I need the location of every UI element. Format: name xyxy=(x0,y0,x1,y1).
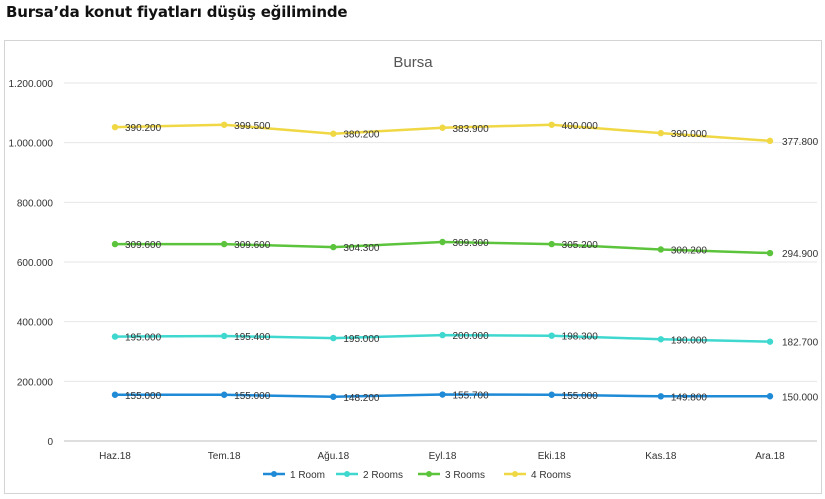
x-tick-label: Ağu.18 xyxy=(317,451,349,462)
legend-label: 1 Room xyxy=(290,470,325,481)
data-point xyxy=(657,129,665,137)
data-point xyxy=(330,243,337,251)
x-tick-label: Eyl.18 xyxy=(429,451,457,462)
data-point xyxy=(439,391,446,398)
data-point xyxy=(548,121,555,128)
data-label: 148.200 xyxy=(343,393,380,404)
data-label: 400.000 xyxy=(562,121,599,132)
data-label: 390.000 xyxy=(671,129,708,140)
x-axis: Haz.18 Tem.18 Ağu.18 Eyl.18 Eki.18 Kas.18 Ara.… xyxy=(99,451,785,462)
data-label: 155.700 xyxy=(453,391,490,402)
legend-marker xyxy=(271,471,277,477)
headline: Bursa’da konut fiyatları düşüş eğilimind… xyxy=(6,3,348,21)
data-label: 377.800 xyxy=(782,137,819,148)
data-point xyxy=(766,338,774,345)
data-point xyxy=(548,240,555,248)
y-tick-label: 1.000.000 xyxy=(9,139,54,150)
legend-label: 2 Rooms xyxy=(363,470,403,481)
y-axis: 0 200.000 400.000 600.000 800.000 1.000.000 1.… xyxy=(9,79,54,448)
data-label: 155.000 xyxy=(234,391,271,402)
data-point xyxy=(439,331,446,339)
chart-title: Bursa xyxy=(393,54,433,71)
data-point xyxy=(220,240,228,248)
data-label: 155.000 xyxy=(562,391,599,402)
data-point xyxy=(766,137,774,145)
data-label: 294.900 xyxy=(782,249,819,260)
legend-label: 4 Rooms xyxy=(531,470,571,481)
data-point xyxy=(657,336,665,343)
line-chart: Bursa 0 200.000 400.000 600.000 800.000 1.000… xyxy=(9,54,819,481)
data-label: 305.200 xyxy=(562,240,599,251)
data-label: 182.700 xyxy=(782,338,819,349)
x-tick-label: Haz.18 xyxy=(99,451,131,462)
data-point xyxy=(220,391,228,398)
y-tick-label: 800.000 xyxy=(17,198,54,209)
y-tick-label: 200.000 xyxy=(17,377,54,388)
data-point xyxy=(766,249,774,257)
data-label: 195.000 xyxy=(343,334,380,345)
data-label: 149.800 xyxy=(671,392,708,403)
data-label: 150.000 xyxy=(782,392,819,403)
y-tick-label: 0 xyxy=(47,437,53,448)
grid-lines xyxy=(64,82,817,442)
data-point xyxy=(439,124,446,131)
x-tick-label: Kas.18 xyxy=(645,451,677,462)
data-label: 390.200 xyxy=(125,123,162,134)
legend-marker xyxy=(426,471,432,477)
data-label: 309.600 xyxy=(125,240,162,251)
data-point xyxy=(330,393,337,400)
data-label: 399.500 xyxy=(234,121,271,132)
legend-marker xyxy=(344,471,350,477)
data-label: 309.300 xyxy=(453,238,490,249)
data-label: 195.000 xyxy=(125,333,162,344)
x-tick-label: Tem.18 xyxy=(208,451,241,462)
data-label: 195.400 xyxy=(234,332,271,343)
data-point xyxy=(330,130,337,137)
data-point xyxy=(548,332,555,339)
data-point xyxy=(439,238,446,246)
data-label: 309.600 xyxy=(234,240,271,251)
data-point xyxy=(111,123,119,131)
y-tick-label: 600.000 xyxy=(17,258,54,269)
data-point xyxy=(220,121,228,128)
data-label: 198.300 xyxy=(562,332,599,343)
legend-marker xyxy=(512,471,518,477)
data-point xyxy=(111,240,119,248)
data-point xyxy=(111,333,119,340)
data-point xyxy=(657,246,665,253)
series-group: 155.000 155.000 148.200 155.700 155.000 149.8… xyxy=(111,121,819,404)
data-label: 200.000 xyxy=(453,331,490,342)
data-point xyxy=(766,393,774,400)
data-label: 380.200 xyxy=(343,130,380,141)
chart-frame: Bursa 0 200.000 400.000 600.000 800.000 1.000… xyxy=(4,40,822,494)
data-point xyxy=(330,334,337,342)
data-label: 190.000 xyxy=(671,335,708,346)
data-point xyxy=(220,332,228,340)
data-point xyxy=(548,391,555,398)
data-point xyxy=(111,391,119,398)
legend: 1 Room 2 Rooms 3 Rooms 4 Rooms xyxy=(263,470,571,481)
x-tick-label: Eki.18 xyxy=(538,451,566,462)
data-label: 300.200 xyxy=(671,245,708,256)
x-tick-label: Ara.18 xyxy=(755,451,785,462)
data-point xyxy=(657,393,665,400)
y-tick-label: 1.200.000 xyxy=(9,79,54,90)
data-label: 155.000 xyxy=(125,391,162,402)
legend-label: 3 Rooms xyxy=(445,470,485,481)
data-label: 383.900 xyxy=(453,124,490,135)
data-label: 304.300 xyxy=(343,243,380,254)
y-tick-label: 400.000 xyxy=(17,318,54,329)
